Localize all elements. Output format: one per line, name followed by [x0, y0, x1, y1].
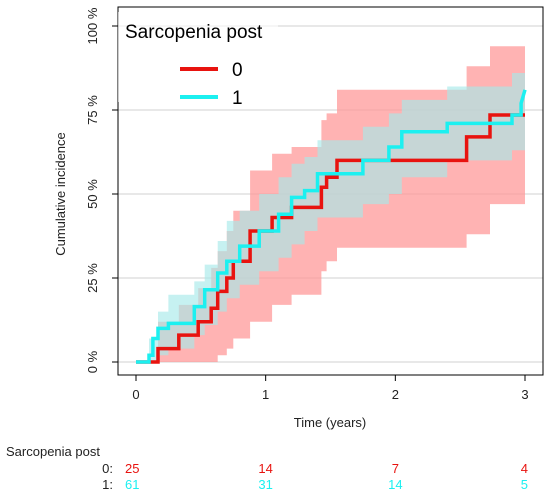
series-line-1: [136, 89, 527, 364]
risk-value-1-1: 31: [258, 477, 272, 492]
risk-table-rows: 0: 25 14 7 41: 61 31 14 5: [102, 461, 528, 492]
risk-row-label-0: 0:: [102, 461, 113, 476]
x-tick-label-3: 3: [521, 387, 528, 402]
risk-value-0-2: 7: [392, 461, 399, 476]
x-axis: 0 1 2 3: [132, 375, 529, 402]
ci-band-1: [136, 59, 525, 362]
legend: Sarcopenia post 01: [118, 12, 278, 109]
risk-value-1-0: 61: [125, 477, 139, 492]
x-tick-label-0: 0: [132, 387, 139, 402]
plot-frame: [117, 6, 544, 376]
y-tick-label-4: 100 %: [85, 7, 100, 44]
incidence-lines: [136, 89, 527, 364]
risk-table: Sarcopenia post 0: 25 14 7 41: 61 31 14 5: [6, 444, 528, 492]
legend-items: 01: [180, 60, 243, 109]
risk-value-0-1: 14: [258, 461, 272, 476]
y-tick-label-3: 75 %: [85, 95, 100, 125]
legend-label-1: 1: [232, 88, 243, 109]
y-tick-label-1: 25 %: [85, 263, 100, 293]
x-tick-label-1: 1: [262, 387, 269, 402]
risk-value-1-3: 5: [521, 477, 528, 492]
risk-value-0-3: 4: [521, 461, 528, 476]
risk-value-0-0: 25: [125, 461, 139, 476]
legend-label-0: 0: [232, 60, 243, 81]
risk-row-label-1: 1:: [102, 477, 113, 492]
confidence-bands: [136, 46, 525, 362]
x-tick-label-2: 2: [392, 387, 399, 402]
x-axis-title: Time (years): [294, 415, 366, 430]
y-axis: 0 % 25 % 50 % 75 % 100 %: [85, 7, 118, 373]
y-tick-label-0: 0 %: [85, 350, 100, 373]
legend-box: [118, 12, 278, 102]
y-tick-label-2: 50 %: [85, 179, 100, 209]
y-axis-title: Cumulative incidence: [53, 132, 68, 256]
legend-title: Sarcopenia post: [125, 22, 263, 43]
risk-value-1-2: 14: [388, 477, 402, 492]
risk-table-title: Sarcopenia post: [6, 444, 100, 459]
